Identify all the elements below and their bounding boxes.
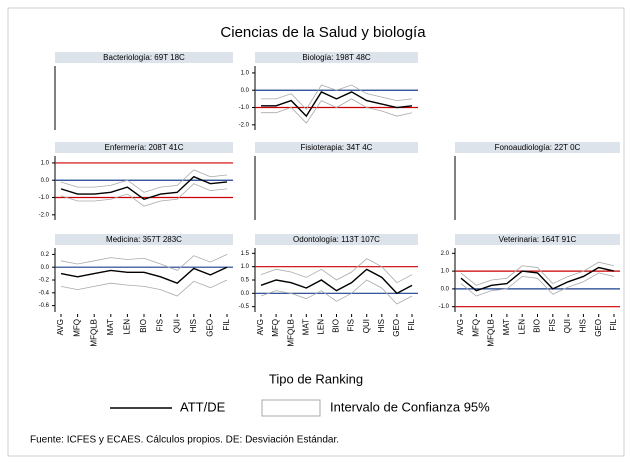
legend-label: Intervalo de Confianza 95% [330, 399, 490, 414]
ci-lower-line [60, 279, 228, 297]
x-tick-label: MFQLB [487, 319, 496, 347]
x-tick-label: GEO [206, 319, 215, 337]
x-tick-label: HIS [189, 319, 198, 332]
ci-upper-line [260, 258, 413, 284]
x-tick-label: MFQ [271, 319, 280, 337]
x-tick-label: FIS [156, 319, 165, 331]
x-tick-label: QUI [563, 319, 572, 333]
y-tick-label: 1.5 [241, 251, 250, 257]
att-line [460, 266, 615, 292]
x-tick-label: FIL [609, 318, 618, 330]
x-tick-label: MFQ [471, 319, 480, 337]
y-tick-label: 2.0 [441, 251, 450, 257]
panel-title: Enfermería: 208T 41C [104, 143, 183, 152]
ci-upper-line [261, 84, 413, 110]
x-tick-label: AVG [256, 319, 265, 335]
ci-upper-line [60, 169, 228, 193]
x-tick-label: LEN [123, 319, 132, 335]
x-tick-label: HIS [579, 319, 588, 332]
y-tick-label: -0.6 [39, 303, 50, 309]
x-tick-label: BIO [332, 319, 341, 333]
x-tick-label: LEN [517, 319, 526, 335]
att-line [260, 268, 413, 295]
panel-title: Medicina: 357T 283C [106, 235, 182, 244]
panel-header [455, 234, 620, 245]
y-tick-label: -1.0 [39, 195, 50, 201]
panel-header [255, 234, 418, 245]
x-tick-label: MAT [301, 319, 310, 335]
frame [7, 7, 625, 457]
y-tick-label: 0.0 [441, 286, 450, 292]
source-note: Fuente: ICFES y ECAES. Cálculos propios.… [30, 435, 339, 446]
chart-title: Ciencias de la Salud y biología [220, 24, 426, 41]
y-tick-label: 0.5 [241, 278, 250, 284]
y-tick-label: -0.2 [39, 278, 50, 284]
att-line [60, 175, 228, 201]
x-tick-label: GEO [594, 319, 603, 337]
panel-header [455, 142, 620, 153]
ci-upper-line [460, 261, 615, 286]
panel-title: Biología: 198T 48C [302, 53, 371, 62]
y-tick-label: -1.0 [239, 105, 250, 111]
y-tick-label: 1.0 [41, 160, 50, 166]
panel-header [55, 142, 233, 153]
ci-lower-line [260, 279, 413, 305]
ci-upper-line [60, 254, 228, 271]
panel-title: Fisioterapia: 34T 4C [301, 143, 373, 152]
x-tick-label: FIS [347, 319, 356, 331]
panel-header [55, 234, 233, 245]
x-tick-label: QUI [362, 319, 371, 333]
panel-header [255, 142, 418, 153]
legend-band-swatch [261, 399, 321, 417]
x-tick-label: MAT [502, 319, 511, 335]
y-tick-label: 1.0 [241, 70, 250, 76]
x-tick-label: AVG [56, 319, 65, 335]
x-tick-label: HIS [377, 319, 386, 332]
x-tick-label: LEN [317, 319, 326, 335]
x-tick-label: MFQ [73, 319, 82, 337]
x-tick-label: MFQLB [89, 319, 98, 347]
y-tick-label: -2.0 [239, 122, 250, 128]
y-tick-label: 0.0 [41, 178, 50, 184]
panel-title: Fonoaudiología: 22T 0C [495, 143, 581, 152]
x-tick-label: BIO [139, 319, 148, 333]
ci-lower-line [261, 98, 413, 124]
panel-title: Veterinaria: 164T 91C [499, 235, 577, 244]
x-tick-label: GEO [392, 319, 401, 337]
x-tick-label: FIL [222, 318, 231, 330]
ci-lower-line [60, 183, 228, 207]
att-line [60, 266, 228, 285]
x-tick-label: MFQLB [286, 319, 295, 347]
y-tick-label: 1.0 [241, 264, 250, 270]
x-tick-label: FIS [548, 319, 557, 331]
y-tick-label: 0.0 [41, 265, 50, 271]
panel-header [255, 52, 418, 63]
att-line [261, 91, 413, 118]
x-tick-label: FIL [407, 318, 416, 330]
x-tick-label: QUI [172, 319, 181, 333]
ci-lower-line [460, 272, 615, 297]
y-tick-label: 1.0 [441, 269, 450, 275]
y-tick-label: -0.5 [239, 304, 250, 310]
x-tick-label: AVG [456, 319, 465, 335]
legend-label: ATT/DE [180, 399, 226, 414]
y-tick-label: 0.2 [41, 252, 50, 258]
y-tick-label: -0.4 [39, 290, 50, 296]
y-tick-label: 0.0 [241, 88, 250, 94]
x-tick-label: BIO [533, 319, 542, 333]
x-axis-title: Tipo de Ranking [269, 371, 363, 386]
y-tick-label: -2.0 [39, 212, 50, 218]
y-tick-label: -1.0 [439, 304, 450, 310]
panel-title: Odontología: 113T 107C [293, 235, 380, 244]
y-tick-label: 0.0 [241, 291, 250, 297]
x-tick-label: MAT [106, 319, 115, 335]
panel-title: Bacteriología: 69T 18C [103, 53, 185, 62]
panel-header [55, 52, 233, 63]
